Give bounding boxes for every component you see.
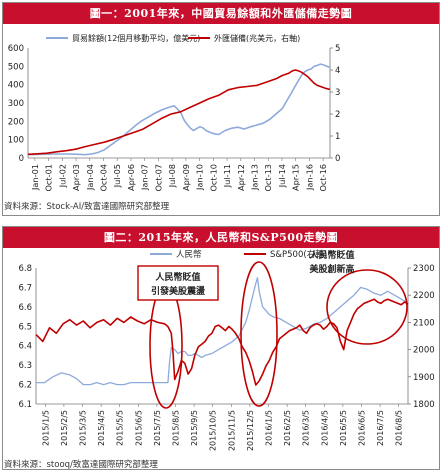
legend-label: 人民幣 (176, 249, 202, 260)
source-note: 資料來源：stooq/致富達國際研究部整理 (4, 460, 158, 470)
y-right-tick-label: 3 (335, 88, 340, 98)
y-left-tick-label: 6.8 (18, 264, 32, 274)
annotation-text: 引發美股震盪 (151, 285, 205, 297)
y-right-tick-label: 2200 (413, 291, 435, 301)
x-tick-label: 2015/12/5 (246, 410, 255, 451)
annotation-text: 美股創新高 (309, 263, 354, 275)
x-tick-label: 2015/7/5 (153, 410, 162, 446)
y-left-tick-label: 6.2 (18, 381, 32, 391)
y-right-tick-label: 2100 (413, 318, 435, 328)
x-tick-label: 2015/8/5 (172, 410, 181, 446)
y-left-tick-label: 6.5 (18, 322, 32, 332)
source-note: 資料來源：Stock-AI/致富達國際研究部整理 (4, 202, 170, 212)
y-left-tick-label: 100 (8, 136, 24, 146)
x-tick-label: 2016/4/5 (320, 410, 329, 446)
x-tick-label: Jul-08 (167, 164, 177, 188)
x-tick-label: Jan-04 (85, 164, 95, 191)
series-line (35, 298, 409, 386)
x-tick-label: 2015/11/5 (227, 410, 236, 451)
x-tick-label: Oct-10 (208, 164, 218, 192)
x-tick-label: Oct-07 (153, 164, 163, 192)
x-tick-label: Apr-03 (71, 164, 81, 191)
x-tick-label: 2015/3/5 (79, 410, 88, 446)
y-right-tick-label: 2 (335, 110, 340, 120)
x-tick-label: Jul-05 (112, 164, 122, 188)
chart-title: 圖一：2001年來，中國貿易餘額和外匯儲備走勢圖 (3, 3, 439, 24)
x-tick-label: Jul-11 (222, 164, 232, 188)
y-left-tick-label: 6.6 (18, 303, 32, 313)
legend-label: 外匯儲備(兆美元，右軸) (214, 33, 300, 43)
x-tick-label: 2015/1/5 (41, 410, 50, 446)
x-tick-label: 2015/2/5 (60, 410, 69, 446)
x-tick-label: 2015/9/5 (190, 410, 199, 446)
annotation-ellipse (240, 261, 278, 407)
x-tick-label: Jan-16 (304, 164, 314, 191)
x-tick-label: 2016/1/5 (265, 410, 274, 446)
x-tick-label: Jul-02 (57, 164, 67, 188)
y-left-tick-label: 6.7 (18, 283, 32, 293)
annotation-ellipse (149, 283, 183, 409)
y-left-tick-label: 300 (8, 99, 24, 109)
y-right-tick-label: 2000 (413, 346, 435, 356)
x-tick-label: 2015/10/5 (209, 410, 218, 451)
chart-title: 圖二：2015年來，人民幣和S&P500走勢圖 (3, 227, 439, 248)
x-tick-label: 2015/5/5 (116, 410, 125, 446)
annotation-text: 人民幣貶值 (154, 271, 200, 283)
y-left-tick-label: 6.4 (18, 342, 32, 352)
y-left-tick-label: 400 (8, 81, 24, 91)
x-tick-label: Apr-15 (291, 164, 301, 191)
y-right-tick-label: 5 (335, 44, 340, 54)
x-tick-label: 2016/8/5 (395, 410, 404, 446)
x-tick-label: Jul-14 (277, 164, 287, 188)
x-tick-label: 2016/7/5 (376, 410, 385, 446)
y-right-tick-label: 1 (335, 132, 340, 142)
y-left-tick-label: 200 (8, 117, 24, 127)
y-left-tick-label: 600 (8, 44, 24, 54)
y-left-tick-label: 6.1 (18, 400, 32, 410)
x-tick-label: 2015/4/5 (97, 410, 106, 446)
y-left-tick-label: 500 (8, 62, 24, 72)
annotation-ellipse (326, 269, 408, 345)
x-tick-label: Oct-01 (44, 164, 54, 192)
x-tick-label: Jan-10 (195, 164, 205, 191)
series-line (27, 69, 331, 156)
annotation-text: 人民幣貶值 (308, 249, 354, 261)
y-left-tick-label: 0 (19, 154, 24, 164)
legend-label: S&P500(右軸) (270, 249, 327, 260)
x-tick-label: Oct-04 (99, 164, 109, 192)
legend-label: 貿易餘額(12個月移動平均，億美元) (72, 33, 200, 43)
x-tick-label: Apr-09 (181, 164, 191, 191)
chart-panel-rmb-sp500: 圖二：2015年來，人民幣和S&P500走勢圖 (2, 226, 440, 470)
y-right-tick-label: 1800 (413, 400, 435, 410)
x-tick-label: Oct-13 (263, 164, 273, 192)
x-tick-label: Jan-01 (30, 164, 40, 191)
x-tick-label: 2016/6/5 (358, 410, 367, 446)
y-right-tick-label: 0 (335, 154, 340, 164)
chart-panel-trade-reserves: 圖一：2001年來，中國貿易餘額和外匯儲備走勢圖 (2, 2, 440, 216)
x-tick-label: 2016/3/5 (302, 410, 311, 446)
y-right-tick-label: 1900 (413, 373, 435, 383)
series-line (36, 277, 409, 386)
x-tick-label: 2016/5/5 (339, 410, 348, 446)
x-tick-label: Oct-16 (318, 164, 328, 192)
x-tick-label: Jan-07 (140, 164, 150, 191)
x-tick-label: Apr-12 (236, 164, 246, 191)
annotation-box (137, 265, 219, 301)
x-tick-label: Jan-13 (250, 164, 260, 191)
series-line (27, 63, 331, 156)
x-tick-label: Apr-06 (126, 164, 136, 191)
y-right-tick-label: 2300 (413, 264, 435, 274)
x-tick-label: 2015/6/5 (134, 410, 143, 446)
y-right-tick-label: 4 (335, 66, 340, 76)
y-left-tick-label: 6.3 (18, 361, 32, 371)
x-tick-label: 2016/2/5 (283, 410, 292, 446)
